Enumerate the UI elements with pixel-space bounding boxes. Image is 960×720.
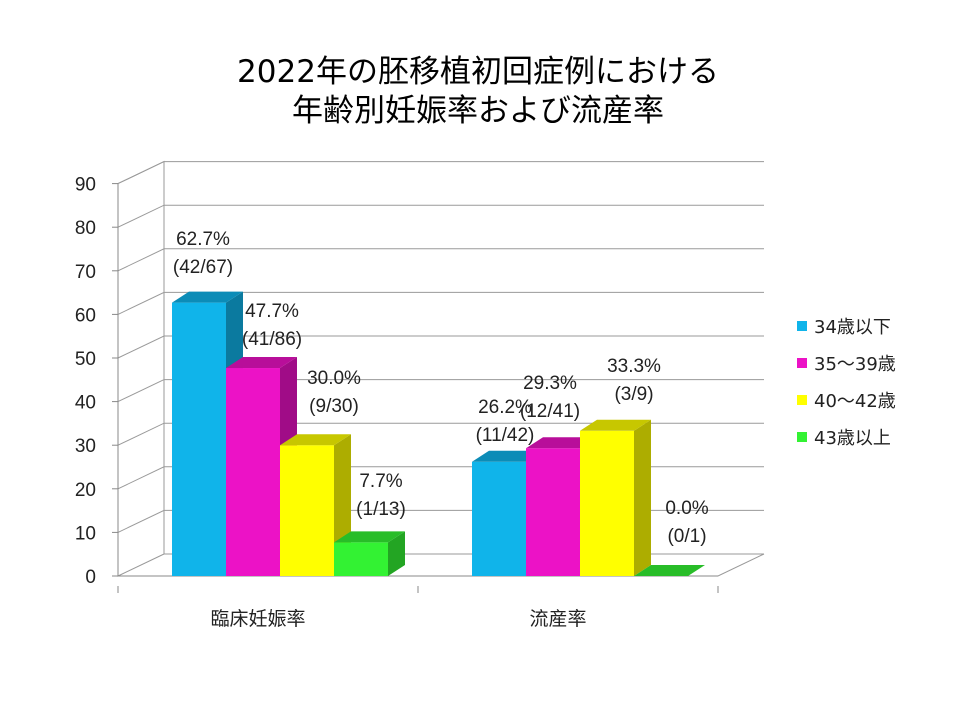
legend-item: 40～42歳 bbox=[797, 391, 896, 412]
y-tick-label: 40 bbox=[75, 393, 96, 414]
chart-title-line-1: 2022年の胚移植初回症例における bbox=[237, 54, 719, 90]
bar bbox=[280, 434, 351, 576]
bar-top bbox=[334, 531, 405, 543]
bar-top bbox=[580, 419, 651, 431]
bar-front bbox=[226, 368, 280, 576]
gridline bbox=[117, 335, 764, 359]
axes: 0 10 20 30 40 50 60 70 80 90 臨床妊娠率 流産率 bbox=[75, 175, 719, 630]
gridline bbox=[117, 161, 764, 185]
gridline bbox=[117, 291, 764, 315]
y-tick-label: 20 bbox=[75, 480, 96, 501]
data-label: (1/13) bbox=[356, 499, 406, 520]
bar-top bbox=[634, 565, 705, 576]
legend-item: 43歳以上 bbox=[797, 428, 891, 449]
data-label: (9/30) bbox=[309, 396, 359, 417]
bar-side bbox=[634, 419, 651, 576]
data-label: 47.7% bbox=[245, 301, 299, 322]
bar bbox=[580, 419, 651, 576]
data-label: (41/86) bbox=[242, 329, 302, 350]
x-category-label: 流産率 bbox=[529, 608, 586, 630]
bars bbox=[172, 291, 705, 576]
legend-label: 34歳以下 bbox=[814, 317, 891, 338]
data-label: (3/9) bbox=[614, 384, 653, 405]
gridline bbox=[117, 422, 764, 446]
bar-top bbox=[472, 450, 543, 462]
data-label: (42/67) bbox=[173, 257, 233, 278]
data-label: (11/42) bbox=[476, 425, 535, 446]
y-tick-label: 10 bbox=[75, 523, 96, 544]
bar-front bbox=[526, 448, 580, 576]
y-tick-label: 30 bbox=[75, 436, 96, 457]
data-label: 62.7% bbox=[176, 229, 230, 250]
data-label: 29.3% bbox=[523, 373, 577, 394]
data-label: (0/1) bbox=[667, 526, 706, 547]
bar bbox=[226, 357, 297, 576]
bar-top bbox=[526, 437, 597, 449]
legend-swatch bbox=[797, 321, 807, 331]
data-label: 33.3% bbox=[607, 356, 661, 377]
y-tick-label: 0 bbox=[85, 567, 96, 588]
data-label: 7.7% bbox=[359, 471, 402, 492]
chart-title-line-2: 年齢別妊娠率および流産率 bbox=[292, 93, 664, 129]
gridlines bbox=[117, 161, 764, 533]
bar-top bbox=[226, 357, 297, 369]
data-label: 26.2% bbox=[478, 397, 532, 418]
gridline bbox=[117, 248, 764, 272]
bar-front bbox=[280, 445, 334, 576]
gridline bbox=[117, 379, 764, 403]
x-category-label: 臨床妊娠率 bbox=[210, 608, 305, 630]
chart-title: 2022年の胚移植初回症例における 年齢別妊娠率および流産率 bbox=[237, 54, 719, 129]
gridline bbox=[117, 204, 764, 228]
bar-front bbox=[172, 302, 226, 576]
bar-side bbox=[388, 531, 405, 576]
bar-front bbox=[580, 430, 634, 576]
data-label: (12/41) bbox=[520, 401, 580, 422]
y-tick-label: 70 bbox=[75, 262, 96, 283]
data-labels: 62.7% (42/67) 26.2% (11/42) 47.7% (41/86) 29.3… bbox=[173, 229, 709, 547]
y-tick-label: 50 bbox=[75, 349, 96, 370]
legend: 34歳以下 35～39歳 40～42歳 43歳以上 bbox=[797, 317, 896, 449]
legend-item: 35～39歳 bbox=[797, 354, 896, 375]
data-label: 0.0% bbox=[665, 498, 708, 519]
bar bbox=[634, 565, 705, 576]
bar-top bbox=[280, 434, 351, 446]
legend-swatch bbox=[797, 432, 807, 442]
legend-label: 35～39歳 bbox=[814, 354, 896, 375]
data-label: 30.0% bbox=[307, 368, 361, 389]
legend-label: 43歳以上 bbox=[814, 428, 891, 449]
y-tick-label: 90 bbox=[75, 175, 96, 196]
bar-front bbox=[472, 461, 526, 576]
y-tick-label: 60 bbox=[75, 305, 96, 326]
legend-label: 40～42歳 bbox=[814, 391, 896, 412]
legend-swatch bbox=[797, 395, 807, 405]
bar-front bbox=[334, 542, 388, 576]
bar bbox=[334, 531, 405, 576]
y-tick-label: 80 bbox=[75, 218, 96, 239]
legend-item: 34歳以下 bbox=[797, 317, 891, 338]
legend-swatch bbox=[797, 358, 807, 368]
bar-top bbox=[172, 291, 243, 303]
